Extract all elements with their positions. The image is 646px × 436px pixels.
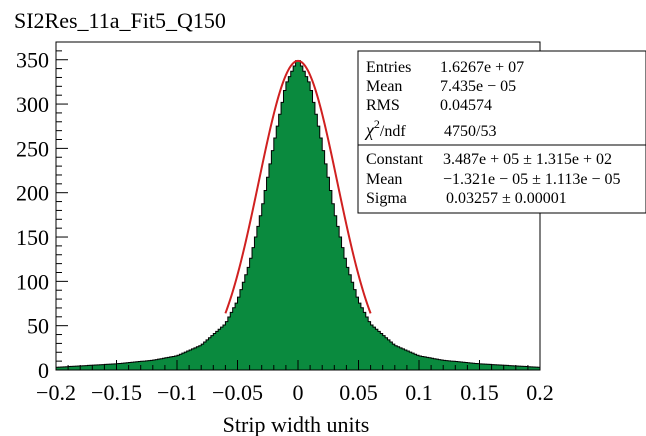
stats-mean-label: Mean — [366, 78, 402, 95]
y-tick-label: 350 — [16, 48, 49, 73]
y-tick-label: 50 — [27, 314, 49, 339]
stats-mean-value: 7.435e − 05 — [440, 78, 516, 95]
stats-box-frame — [357, 50, 646, 214]
axes: −0.2 −0.15 −0.1 −0.05 0 0.05 0.1 0.15 0.2 0 50 100 1… — [16, 41, 554, 405]
stats-chi2-label: χ2/ndf — [364, 117, 406, 140]
stats-rms-value: 0.04574 — [440, 97, 492, 114]
y-tick-label: 300 — [16, 92, 49, 117]
stats-entries-value: 1.6267e + 07 — [440, 59, 524, 76]
y-tick-label: 200 — [16, 181, 49, 206]
x-tick-label: 0.1 — [405, 380, 433, 405]
x-tick-label: −0.2 — [36, 380, 76, 405]
x-tick-label: 0.05 — [339, 380, 378, 405]
x-tick-label: −0.1 — [157, 380, 197, 405]
stats-entries-label: Entries — [366, 59, 411, 76]
stats-fit-mean-value: −1.321e − 05 ± 1.113e − 05 — [443, 171, 620, 188]
y-tick-label: 150 — [16, 225, 49, 250]
stats-fit-mean-label: Mean — [366, 171, 402, 188]
stats-chi2-value: 4750/53 — [444, 123, 496, 140]
fit-curve — [224, 59, 372, 314]
y-tick-label: 100 — [16, 269, 49, 294]
stats-rms-label: RMS — [366, 97, 400, 114]
stats-constant-value: 3.487e + 05 ± 1.315e + 02 — [443, 151, 612, 168]
stats-sigma-value: 0.03257 ± 0.00001 — [446, 190, 567, 207]
x-tick-label: −0.15 — [91, 380, 142, 405]
chart-title: SI2Res_11a_Fit5_Q150 — [14, 8, 226, 33]
y-tick-label: 250 — [16, 136, 49, 161]
x-tick-label: 0.2 — [526, 380, 554, 405]
x-tick-label: 0 — [293, 380, 304, 405]
x-axis-label: Strip width units — [223, 412, 370, 436]
x-tick-label: 0.15 — [460, 380, 499, 405]
x-tick-label: −0.05 — [212, 380, 263, 405]
gaussian-fit — [224, 59, 372, 314]
stats-box: Entries 1.6267e + 07 Mean 7.435e − 05 RM… — [357, 50, 646, 214]
stats-sigma-label: Sigma — [366, 190, 407, 207]
stats-constant-label: Constant — [366, 151, 423, 168]
y-tick-label: 0 — [38, 358, 49, 383]
